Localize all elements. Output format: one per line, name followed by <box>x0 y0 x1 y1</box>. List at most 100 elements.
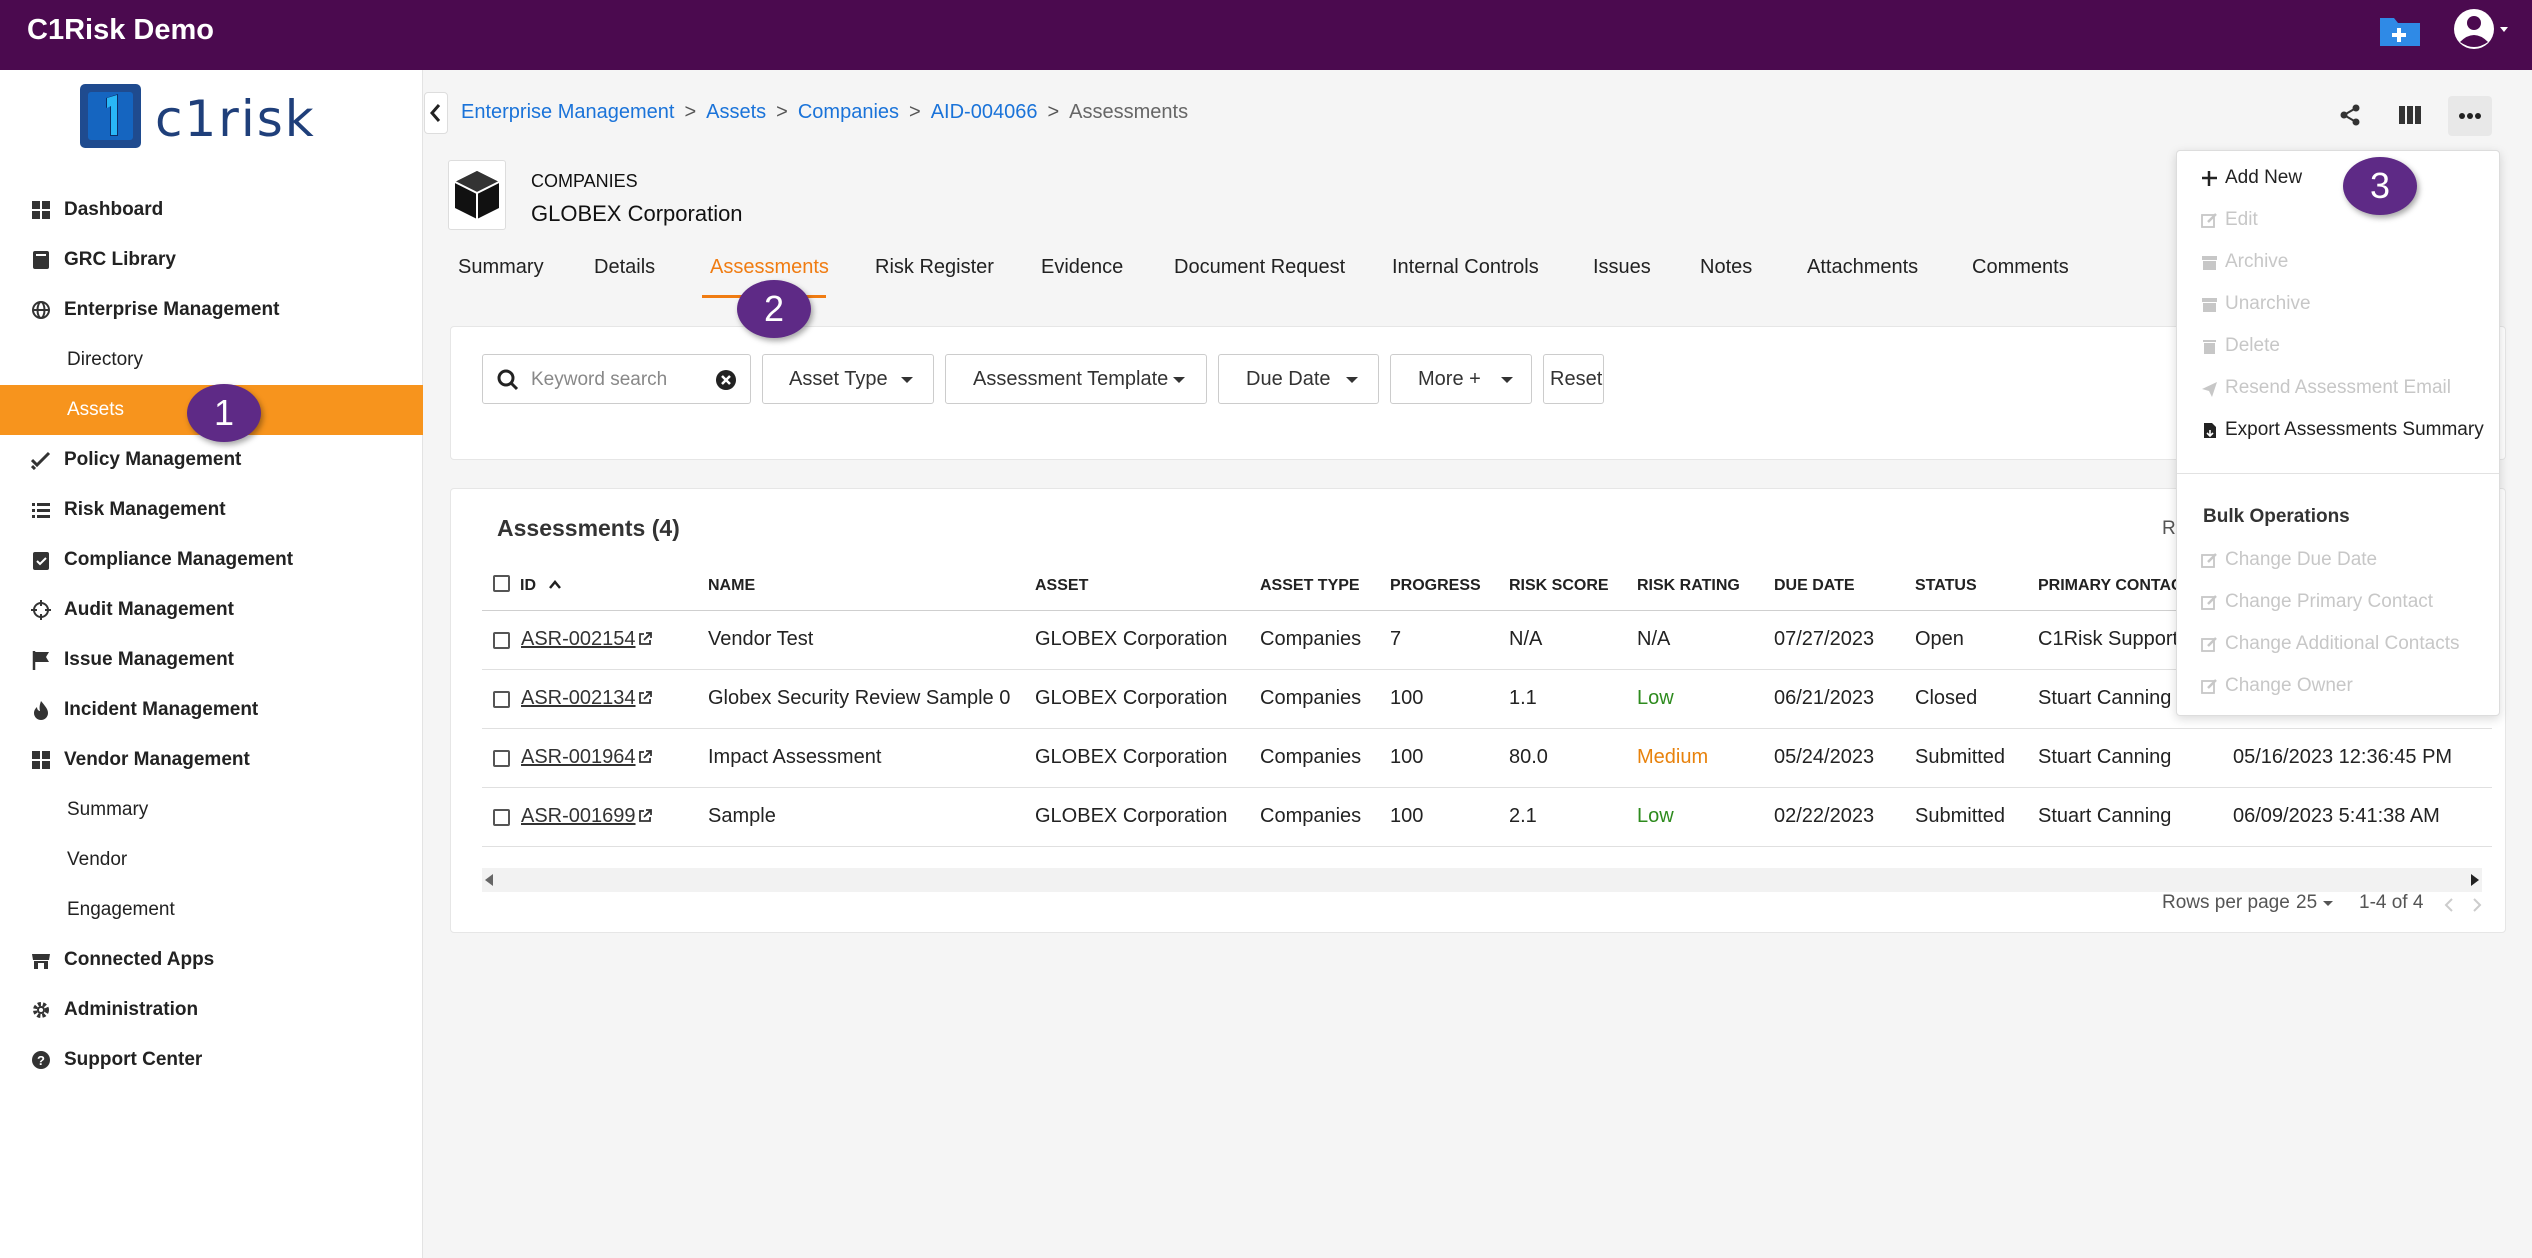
external-link-icon[interactable] <box>637 690 653 706</box>
assessment-id-link[interactable]: ASR-001964 <box>521 746 636 768</box>
sort-ascending-icon <box>549 580 562 589</box>
sidebar: c1risk <box>0 70 423 1258</box>
row-checkbox[interactable] <box>493 750 510 767</box>
assessment-template-filter[interactable]: Assessment Template <box>945 354 1207 404</box>
sidebar-item-incident-management[interactable]: Incident Management <box>0 685 423 735</box>
column-header-due-date[interactable]: DUE DATE <box>1774 577 1855 594</box>
sidebar-item-grc-library[interactable]: GRC Library <box>0 235 423 285</box>
sidebar-item-enterprise-management[interactable]: Enterprise Management <box>0 285 423 335</box>
assessment-id-link[interactable]: ASR-002134 <box>521 687 636 709</box>
sidebar-item-directory[interactable]: Directory <box>0 335 423 385</box>
user-avatar-icon[interactable] <box>2452 6 2512 52</box>
tab-evidence[interactable]: Evidence <box>1041 256 1124 278</box>
external-link-icon[interactable] <box>637 808 653 824</box>
table-row[interactable]: ASR-001964 Impact Assessment GLOBEX Corpor… <box>482 729 2492 788</box>
sidebar-item-risk-management[interactable]: Risk Management <box>0 485 423 535</box>
tab-notes[interactable]: Notes <box>1700 256 1753 278</box>
column-header-name[interactable]: NAME <box>708 577 756 594</box>
tab-details[interactable]: Details <box>594 256 656 278</box>
next-page-icon[interactable] <box>2470 896 2484 914</box>
tab-attachments[interactable]: Attachments <box>1807 256 1919 278</box>
column-header-progress[interactable]: PROGRESS <box>1390 577 1481 594</box>
sidebar-item-engagement[interactable]: Engagement <box>0 885 423 935</box>
column-header-status[interactable]: STATUS <box>1915 577 1977 594</box>
tab-summary[interactable]: Summary <box>458 256 544 278</box>
tab-comments[interactable]: Comments <box>1972 256 2069 278</box>
header-divider <box>482 610 2492 611</box>
clear-search-icon[interactable] <box>715 369 737 391</box>
bulk-operations-heading: Bulk Operations <box>2203 506 2350 527</box>
sidebar-item-label: Enterprise Management <box>64 299 280 320</box>
column-header-risk-score[interactable]: RISK SCORE <box>1509 577 1609 594</box>
sidebar-item-dashboard[interactable]: Dashboard <box>0 185 423 235</box>
cell-contact: C1Risk Support <box>2038 628 2179 650</box>
tab-assessments[interactable]: Assessments <box>710 256 829 278</box>
breadcrumb-asset-id[interactable]: AID-004066 <box>930 101 1038 123</box>
keyword-search-input[interactable]: Keyword search <box>482 354 751 404</box>
column-header-risk-rating[interactable]: RISK RATING <box>1637 577 1740 594</box>
scroll-right-icon[interactable] <box>2468 868 2482 892</box>
tab-internal-controls[interactable]: Internal Controls <box>1392 256 1539 278</box>
horizontal-scrollbar[interactable] <box>482 868 2482 892</box>
sidebar-item-label: Vendor <box>67 849 128 870</box>
sidebar-item-summary[interactable]: Summary <box>0 785 423 835</box>
column-header-asset-type[interactable]: ASSET TYPE <box>1260 577 1360 594</box>
add-folder-icon[interactable] <box>2378 12 2422 48</box>
rows-per-page-select[interactable]: 25 <box>2296 892 2334 914</box>
prev-page-icon[interactable] <box>2442 896 2456 914</box>
table-row[interactable]: ASR-002154 Vendor Test GLOBEX Corporation C… <box>482 611 2492 670</box>
sidebar-item-audit-management[interactable]: Audit Management <box>0 585 423 635</box>
reset-button[interactable]: Reset <box>1543 354 1604 404</box>
sidebar-item-administration[interactable]: Administration <box>0 985 423 1035</box>
external-link-icon[interactable] <box>637 631 653 647</box>
row-checkbox[interactable] <box>493 691 510 708</box>
sidebar-item-label: Connected Apps <box>64 949 215 970</box>
crosshair-icon <box>31 600 51 620</box>
assessment-id-link[interactable]: ASR-002154 <box>521 628 636 650</box>
edit-icon <box>2201 553 2217 568</box>
select-all-checkbox[interactable] <box>493 575 510 592</box>
c1risk-logo[interactable]: c1risk <box>80 84 314 148</box>
assessment-id-link[interactable]: ASR-001699 <box>521 805 636 827</box>
due-date-filter[interactable]: Due Date <box>1218 354 1379 404</box>
external-link-icon[interactable] <box>637 749 653 765</box>
cell-name: Impact Assessment <box>708 746 882 768</box>
more-actions-button[interactable] <box>2448 96 2492 136</box>
column-header-id[interactable]: ID <box>520 577 562 595</box>
cell-extra: 05/16/2023 12:36:45 PM <box>2233 746 2453 768</box>
chevron-left-icon <box>430 104 441 122</box>
collapse-sidebar-button[interactable] <box>424 92 448 134</box>
tab-document-request[interactable]: Document Request <box>1174 256 1346 278</box>
breadcrumb-companies[interactable]: Companies <box>797 101 900 123</box>
asset-type-filter[interactable]: Asset Type <box>762 354 934 404</box>
cell-asset: GLOBEX Corporation <box>1035 628 1228 650</box>
sidebar-item-issue-management[interactable]: Issue Management <box>0 635 423 685</box>
sidebar-item-label: Policy Management <box>64 449 242 470</box>
sidebar-item-support-center[interactable]: ? Support Center <box>0 1035 423 1085</box>
columns-icon[interactable] <box>2396 102 2424 128</box>
caret-down-icon <box>901 377 913 383</box>
svg-text:?: ? <box>37 1053 45 1068</box>
breadcrumb-enterprise-management[interactable]: Enterprise Management <box>461 101 675 123</box>
tab-issues[interactable]: Issues <box>1593 256 1651 278</box>
sidebar-item-connected-apps[interactable]: Connected Apps <box>0 935 423 985</box>
row-checkbox[interactable] <box>493 809 510 826</box>
breadcrumb-assets[interactable]: Assets <box>706 101 767 123</box>
archive-icon <box>2202 298 2217 312</box>
scroll-left-icon[interactable] <box>482 868 496 892</box>
sidebar-item-vendor[interactable]: Vendor <box>0 835 423 885</box>
table-row[interactable]: ASR-001699 Sample GLOBEX Corporation Compan… <box>482 788 2492 847</box>
sidebar-item-vendor-management[interactable]: Vendor Management <box>0 735 423 785</box>
tab-risk-register[interactable]: Risk Register <box>875 256 994 278</box>
column-header-primary-contact[interactable]: PRIMARY CONTAC <box>2038 577 2183 594</box>
sidebar-item-policy-management[interactable]: Policy Management <box>0 435 423 485</box>
more-filters-button[interactable]: More + <box>1390 354 1532 404</box>
row-checkbox[interactable] <box>493 632 510 649</box>
sidebar-item-label: Support Center <box>64 1049 203 1070</box>
table-row[interactable]: ASR-002134 Globex Security Review Sample … <box>482 670 2492 729</box>
column-header-asset[interactable]: ASSET <box>1035 577 1089 594</box>
globe-icon <box>32 301 50 319</box>
cell-asset-type: Companies <box>1260 805 1362 827</box>
sidebar-item-compliance-management[interactable]: Compliance Management <box>0 535 423 585</box>
share-icon[interactable] <box>2336 102 2364 128</box>
